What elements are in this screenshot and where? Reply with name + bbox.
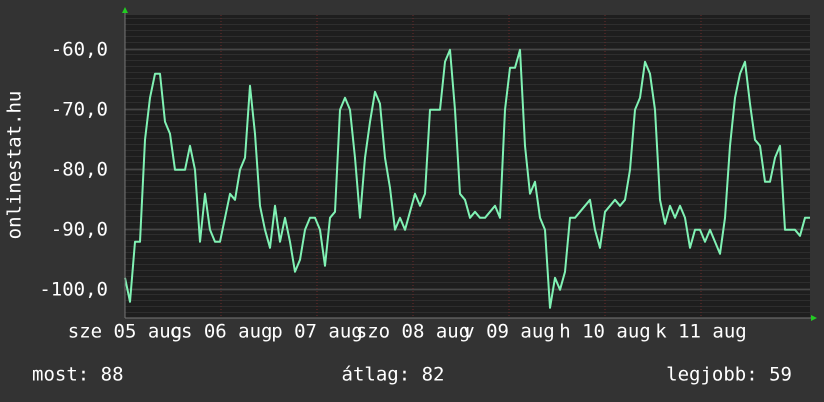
marks <box>124 48 810 309</box>
footer-current: most: 88 <box>32 364 124 386</box>
y-tick-label: -100,0 <box>39 278 108 300</box>
minor-grid <box>125 15 810 318</box>
x-tick-label: v 09 aug <box>463 321 555 343</box>
x-tick-label: h 10 aug <box>559 321 651 343</box>
y-tick-label: -90,0 <box>51 218 108 240</box>
x-tick-label: k 11 aug <box>655 321 747 343</box>
x-tick-label: szo 08 aug <box>356 321 470 343</box>
y-tick-label: -70,0 <box>51 98 108 120</box>
x-arrow <box>811 315 817 321</box>
x-tick-label: p 07 aug <box>271 321 363 343</box>
x-tick-label: sze 05 aug <box>68 321 182 343</box>
footer-average: átlag: 82 <box>342 364 445 386</box>
y-axis-label: onlinestat.hu <box>4 91 26 240</box>
y-tick-label: -80,0 <box>51 158 108 180</box>
y-arrow <box>122 7 128 13</box>
x-tick-label: cs 06 aug <box>170 321 273 343</box>
data-line <box>124 48 810 309</box>
footer-best: legjobb: 59 <box>666 364 792 386</box>
y-tick-label: -60,0 <box>51 38 108 60</box>
